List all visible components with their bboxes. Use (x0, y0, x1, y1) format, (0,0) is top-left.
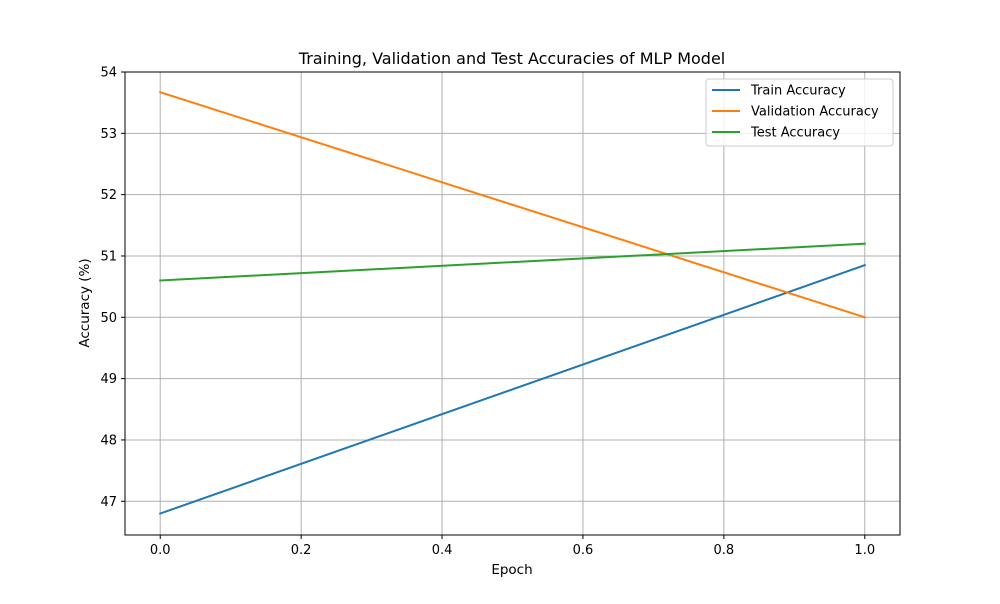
series-line-test-accuracy (159, 242, 866, 282)
legend: Train Accuracy Validation Accuracy Test Ac… (705, 78, 894, 147)
legend-label-validation-accuracy: Validation Accuracy (751, 105, 879, 120)
y-tick-label: 51 (100, 249, 117, 264)
series-lines (158, 90, 867, 515)
chart-title: Training, Validation and Test Accuracies… (298, 49, 725, 68)
x-tick-label: 0.6 (573, 543, 594, 558)
y-tick-label: 53 (100, 127, 117, 142)
legend-label-test-accuracy: Test Accuracy (750, 126, 840, 141)
x-tick-label: 0.2 (291, 543, 312, 558)
x-tick-label: 1.0 (854, 543, 875, 558)
x-tick-label: 0.4 (432, 543, 453, 558)
y-tick-label: 50 (100, 311, 117, 326)
x-tick-label: 0.0 (150, 543, 171, 558)
plot-frame (124, 71, 901, 536)
y-axis: 47 48 49 50 51 52 53 54 (100, 66, 125, 510)
y-axis-label: Accuracy (%) (77, 258, 93, 347)
x-axis: 0.0 0.2 0.4 0.6 0.8 1.0 (150, 535, 875, 558)
y-tick-label: 54 (100, 66, 117, 81)
y-tick-label: 49 (100, 372, 117, 387)
x-tick-label: 0.8 (714, 543, 735, 558)
legend-box (705, 78, 894, 147)
series-line-validation-accuracy (158, 90, 867, 319)
legend-label-train-accuracy: Train Accuracy (750, 84, 846, 99)
y-tick-label: 48 (100, 433, 117, 448)
series-line-train-accuracy (158, 263, 867, 515)
y-tick-label: 52 (100, 188, 117, 203)
x-axis-label: Epoch (491, 562, 532, 578)
y-tick-label: 47 (100, 495, 117, 510)
